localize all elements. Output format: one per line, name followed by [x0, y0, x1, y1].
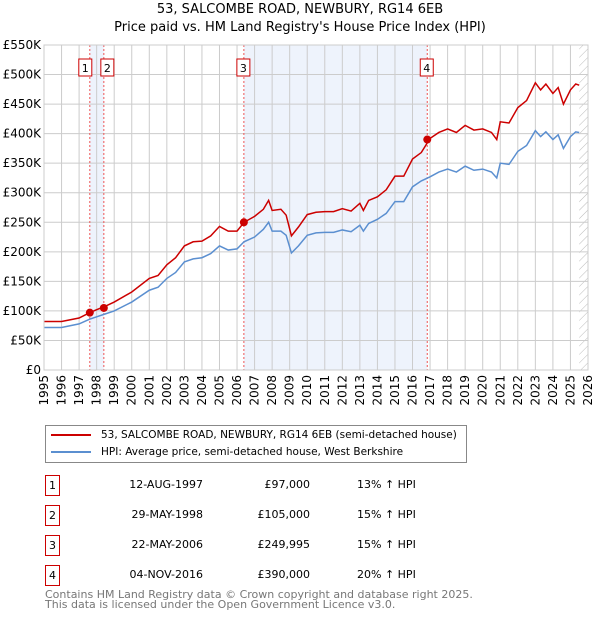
- x-tick-label: 2015: [388, 375, 402, 406]
- legend-item-hpi: HPI: Average price, semi-detached house,…: [51, 444, 403, 460]
- x-tick-label: 2023: [528, 375, 542, 406]
- x-tick-label: 2017: [423, 375, 437, 406]
- sale-label-box: [100, 58, 115, 77]
- sale-price: £390,000: [257, 568, 311, 581]
- x-tick-label: 1996: [55, 375, 69, 406]
- y-tick-label: £250K: [3, 215, 43, 229]
- sale-label: 1: [82, 62, 89, 75]
- sale-hpi: 15% ↑ HPI: [357, 538, 416, 551]
- legend-swatch-blue: [51, 451, 91, 453]
- plot-border: [43, 44, 589, 371]
- x-tick-label: 2026: [581, 375, 595, 406]
- x-tick-label: 2013: [353, 375, 367, 406]
- sale-point: [99, 303, 108, 312]
- sale-date: 12-AUG-1997: [129, 478, 203, 491]
- x-tick-label: 2010: [300, 375, 314, 406]
- y-tick-label: £50K: [10, 333, 42, 347]
- x-tick-label: 2012: [335, 375, 349, 406]
- x-tick-label: 2009: [283, 375, 297, 406]
- series-line-property: [44, 81, 580, 323]
- sale-label: 4: [423, 62, 430, 75]
- x-tick-label: 2002: [160, 375, 174, 406]
- y-tick-label: £400K: [3, 127, 43, 141]
- sale-number: 2: [45, 505, 60, 526]
- x-tick-label: 2018: [441, 375, 455, 406]
- sale-price: £249,995: [257, 538, 311, 551]
- x-tick-label: 2025: [563, 375, 577, 406]
- sale-label: 2: [104, 62, 111, 75]
- sale-label: 3: [240, 62, 247, 75]
- x-tick-label: 2016: [406, 375, 420, 406]
- sale-hpi: 13% ↑ HPI: [357, 478, 416, 491]
- sale-label-box: [78, 58, 93, 77]
- x-tick-label: 2007: [248, 375, 262, 406]
- footer-line: This data is licensed under the Open Gov…: [45, 598, 396, 611]
- y-tick-label: £500K: [3, 68, 43, 82]
- sale-label-box: [419, 58, 434, 77]
- sale-label-box: [236, 58, 251, 77]
- sale-point: [239, 218, 248, 227]
- series-line-hpi: [44, 129, 580, 329]
- x-tick-label: 2006: [230, 375, 244, 406]
- legend-swatch-red: [51, 434, 91, 436]
- x-tick-label: 2004: [195, 375, 209, 406]
- x-tick-label: 2022: [511, 375, 525, 406]
- sale-date: 29-MAY-1998: [131, 508, 203, 521]
- chart-title: 53, SALCOMBE ROAD, NEWBURY, RG14 6EB: [156, 2, 444, 17]
- x-tick-label: 1999: [107, 375, 121, 406]
- x-tick-label: 2019: [458, 375, 472, 406]
- legend: 53, SALCOMBE ROAD, NEWBURY, RG14 6EB (se…: [45, 425, 467, 463]
- x-tick-label: 2000: [125, 375, 139, 406]
- sale-hpi: 20% ↑ HPI: [357, 568, 416, 581]
- x-tick-label: 2005: [212, 375, 226, 406]
- price-chart: 1995 1996 1997 1998 1999 2000 2001 2002 2003 2004…: [3, 38, 595, 406]
- y-tick-label: £200K: [3, 245, 43, 259]
- sale-hpi: 15% ↑ HPI: [357, 508, 416, 521]
- y-tick-label: £150K: [3, 274, 43, 288]
- x-tick-label: 2001: [142, 375, 156, 406]
- x-tick-label: 1998: [90, 375, 104, 406]
- y-tick-label: £100K: [3, 304, 43, 318]
- x-tick-label: 1995: [37, 375, 51, 406]
- shaded-period: [243, 45, 428, 370]
- sale-price: £105,000: [257, 508, 311, 521]
- sale-number: 3: [45, 535, 60, 556]
- x-tick-label: 2014: [370, 375, 384, 406]
- x-tick-label: 2021: [493, 375, 507, 406]
- y-tick-label: £0: [26, 363, 41, 377]
- footer-line: Contains HM Land Registry data © Crown c…: [45, 588, 473, 601]
- forecast-hatch: [579, 45, 588, 370]
- footer: Contains HM Land Registry data © Crown c…: [45, 588, 473, 611]
- sale-date: 22-MAY-2006: [131, 538, 203, 551]
- y-tick-label: £300K: [3, 186, 43, 200]
- sale-point: [85, 308, 94, 317]
- y-tick-label: £350K: [3, 156, 43, 170]
- x-tick-label: 2003: [177, 375, 191, 406]
- sale-date: 04-NOV-2016: [129, 568, 203, 581]
- x-tick-label: 2020: [476, 375, 490, 406]
- sale-number: 4: [45, 565, 60, 586]
- x-tick-label: 2011: [318, 375, 332, 406]
- x-tick-label: 1997: [72, 375, 86, 406]
- legend-item-property: 53, SALCOMBE ROAD, NEWBURY, RG14 6EB (se…: [51, 427, 457, 443]
- chart-subtitle: Price paid vs. HM Land Registry's House …: [114, 20, 486, 35]
- sale-row: 2 29-MAY-1998 £105,000 15% ↑ HPI: [45, 505, 465, 526]
- sale-price: £97,000: [264, 478, 311, 491]
- sale-number: 1: [45, 475, 60, 496]
- y-tick-label: £450K: [3, 97, 43, 111]
- y-tick-label: £550K: [3, 38, 43, 52]
- x-tick-label: 2008: [265, 375, 279, 406]
- legend-label: HPI: Average price, semi-detached house,…: [101, 446, 404, 458]
- sale-row: 1 12-AUG-1997 £97,000 13% ↑ HPI: [45, 475, 465, 496]
- legend-label: 53, SALCOMBE ROAD, NEWBURY, RG14 6EB (se…: [101, 429, 457, 441]
- sale-row: 4 04-NOV-2016 £390,000 20% ↑ HPI: [45, 565, 465, 586]
- sale-point: [423, 135, 432, 144]
- sale-row: 3 22-MAY-2006 £249,995 15% ↑ HPI: [45, 535, 465, 556]
- x-tick-label: 2024: [546, 375, 560, 406]
